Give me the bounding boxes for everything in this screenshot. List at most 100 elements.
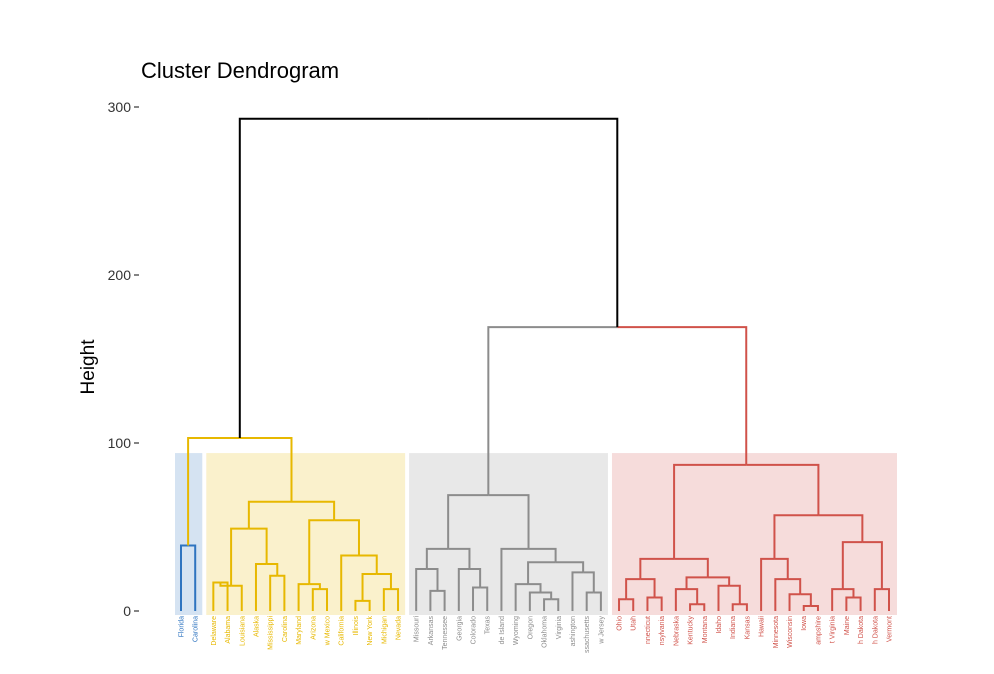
dendrogram-branch — [238, 117, 429, 438]
dendrogram-branch — [617, 326, 748, 465]
dendrogram-branch — [447, 494, 489, 549]
dendrogram-branch — [788, 593, 801, 611]
leaf-label: Utah — [631, 616, 638, 631]
dendrogram-branch — [528, 547, 557, 563]
dendrogram-branch — [361, 573, 377, 601]
dendrogram-branch — [707, 576, 731, 586]
dendrogram-branch — [415, 568, 427, 611]
dendrogram-branch — [841, 541, 863, 590]
dendrogram-branch — [685, 576, 708, 590]
dendrogram-branch — [528, 583, 542, 593]
dendrogram-branch — [457, 568, 470, 611]
dendrogram-branch — [746, 463, 820, 516]
dendrogram-branch — [802, 604, 811, 611]
leaf-label: Maine — [844, 616, 851, 635]
leaf-label: Iowa — [801, 616, 808, 631]
dendrogram-branch — [308, 519, 335, 585]
dendrogram-branch — [291, 500, 336, 521]
leaf-label: t Virginia — [830, 616, 837, 643]
dendrogram-branch — [354, 599, 363, 611]
dendrogram-branch — [626, 598, 635, 611]
dendrogram-branch — [818, 514, 864, 543]
cluster-rect-4 — [611, 453, 897, 615]
dendrogram-branch — [717, 584, 730, 611]
dendrogram-branches — [180, 117, 890, 611]
dendrogram-branch — [639, 557, 675, 580]
dendrogram-branch — [774, 557, 789, 580]
leaf-label: Louisiana — [239, 616, 246, 646]
leaf-label: Tennessee — [442, 616, 449, 650]
leaf-label: Missouri — [414, 616, 421, 643]
dendrogram-branch — [500, 547, 529, 611]
y-tick-label: 0 — [123, 603, 131, 619]
dendrogram-branch — [376, 573, 392, 590]
dendrogram-branch — [180, 544, 189, 611]
dendrogram-branch — [437, 589, 446, 611]
dendrogram-branch — [480, 586, 489, 611]
dendrogram-branch — [334, 519, 360, 556]
dendrogram-branch — [773, 514, 819, 559]
dendrogram-branch — [212, 581, 221, 611]
dendrogram-branch — [248, 527, 268, 564]
dendrogram-branch — [686, 588, 699, 605]
dendrogram-branch — [230, 527, 249, 586]
dendrogram-branch — [487, 326, 618, 496]
leaf-label: Kansas — [744, 616, 751, 640]
dendrogram-branch — [319, 588, 329, 611]
dendrogram-branch — [543, 598, 552, 611]
leaf-label: Arkansas — [428, 616, 435, 646]
y-tick-label: 100 — [108, 435, 132, 451]
dendrogram-branch — [739, 603, 748, 611]
y-tick-label: 300 — [108, 99, 132, 115]
dendrogram-branch — [382, 588, 391, 611]
leaf-label: Ohio — [617, 616, 624, 631]
dendrogram-branch — [673, 463, 747, 559]
leaf-label: Carolina — [282, 616, 289, 642]
dendrogram-branch — [654, 596, 663, 611]
dendrogram-branch — [689, 603, 698, 611]
dendrogram-branch — [674, 588, 687, 611]
dendrogram-branch — [309, 583, 321, 590]
leaf-label: Mississippi — [268, 616, 275, 650]
dendrogram-branch — [787, 578, 802, 595]
dendrogram-branch — [593, 591, 602, 611]
dendrogram-branch — [551, 598, 560, 611]
leaf-label: ampshire — [815, 616, 822, 645]
leaf-label: Alaska — [253, 616, 260, 637]
leaf-label: w Mexico — [325, 616, 332, 646]
dendrogram-branch — [540, 591, 553, 600]
dendrogram-branch — [429, 589, 438, 611]
leaf-label: h Dakota — [872, 616, 879, 644]
dendrogram-branch — [555, 561, 585, 573]
cluster-rect-2 — [206, 453, 406, 615]
dendrogram-branch — [297, 583, 310, 611]
leaf-label: Florida — [179, 616, 186, 638]
dendrogram-branch — [514, 583, 529, 611]
leaf-label: Delaware — [211, 616, 218, 646]
leaf-label: ashington — [570, 616, 577, 646]
dendrogram-branch — [247, 500, 292, 529]
leaf-label: Alabama — [225, 616, 232, 644]
dendrogram-branch — [729, 584, 741, 605]
dendrogram-branch — [254, 562, 267, 611]
dendrogram-branch — [640, 578, 656, 598]
cluster-rectangles — [175, 453, 897, 615]
leaf-label: Illinois — [353, 616, 360, 636]
leaf-label: h Dakota — [858, 616, 865, 644]
dendrogram-branch — [266, 562, 279, 576]
leaf-label: Arizona — [310, 616, 317, 640]
dendrogram-branch — [390, 588, 400, 611]
dendrogram-branch — [873, 588, 882, 611]
dendrogram-branch — [425, 547, 449, 569]
dendrogram-branch — [625, 578, 641, 600]
leaf-label: Virginia — [556, 616, 563, 639]
dendrogram-branch — [862, 541, 883, 590]
dendrogram-branch — [842, 588, 855, 598]
dendrogram-branch — [269, 574, 278, 611]
leaf-label: Wyoming — [513, 616, 520, 645]
dendrogram-branch — [231, 584, 243, 611]
y-axis-label: Height — [78, 339, 99, 395]
leaf-label: Michigan — [381, 616, 388, 644]
leaf-label: Idaho — [716, 616, 723, 634]
